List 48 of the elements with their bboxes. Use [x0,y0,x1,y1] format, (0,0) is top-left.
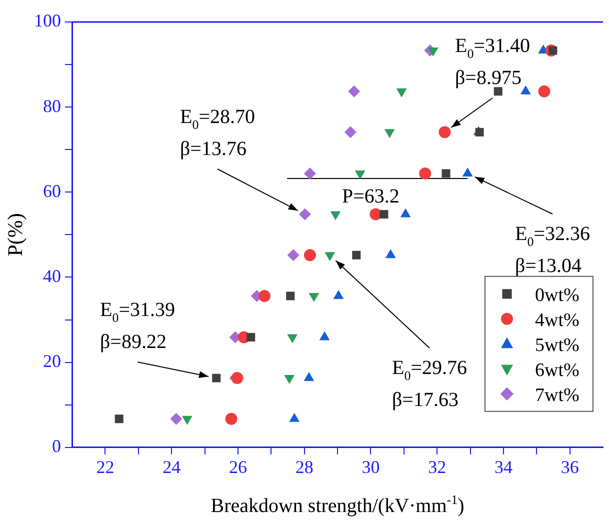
point [348,85,360,98]
x-tick-label: 34 [494,456,512,477]
legend-label: 5wt% [535,334,580,356]
y-tick-label: 40 [43,266,61,286]
point [442,169,450,178]
point [170,412,182,425]
point [354,170,366,180]
point [385,249,396,258]
y-tick-label: 20 [43,351,61,372]
annotation: P=63.2 [342,186,400,208]
legend-label: 7wt% [535,384,580,406]
point [225,412,238,425]
x-tick-label: 24 [162,456,181,477]
legend-label: 4wt% [535,310,580,331]
point [258,290,270,302]
point [212,374,221,382]
point [182,416,192,425]
x-tick-label: 26 [228,456,247,477]
x-tick-label: 30 [362,456,380,477]
point [538,85,550,98]
point [298,208,311,220]
point [419,167,432,180]
point [352,250,361,260]
legend-label: 6wt% [535,360,580,381]
y-tick-label: 0 [52,436,61,456]
point [438,126,451,138]
point [330,211,341,220]
point [304,167,316,180]
x-tick-label: 28 [295,456,314,477]
point [304,372,314,382]
x-tick-label: 32 [428,456,446,477]
y-axis-title: P(%) [3,213,27,256]
point [344,126,356,138]
point [396,88,407,98]
y-tick-label: 100 [34,10,61,31]
point [286,292,295,300]
point [380,210,388,219]
legend-label: 0wt% [535,284,580,306]
point [246,332,256,342]
y-tick-label: 80 [43,96,61,116]
point [304,249,316,262]
point [114,414,124,424]
x-tick-label: 36 [560,456,579,477]
y-tick-label: 60 [43,180,61,201]
x-tick-label: 22 [96,456,114,477]
point [319,331,330,340]
point [308,292,320,302]
point [287,249,300,262]
